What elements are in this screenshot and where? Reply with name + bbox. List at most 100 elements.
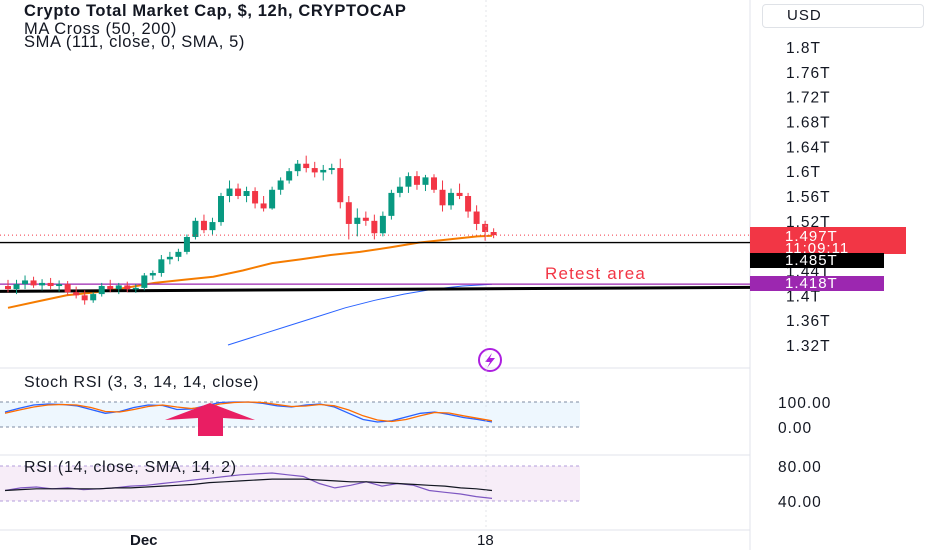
last-price-badge <box>750 227 906 254</box>
lightning-icon <box>478 348 502 372</box>
y-tick-label: 1.36T <box>786 313 831 330</box>
candle-body <box>439 189 446 206</box>
retest-price-badge <box>750 276 884 291</box>
candle-body <box>64 284 71 293</box>
candle-body <box>183 236 190 252</box>
candle-body <box>473 211 480 224</box>
candle-body <box>13 284 20 290</box>
candle <box>22 275 29 290</box>
candle-body <box>431 177 437 190</box>
candle-body <box>243 191 250 196</box>
candle-body <box>22 280 29 285</box>
candle-body <box>286 171 293 181</box>
candle <box>277 177 284 195</box>
ma-cross-line <box>7 234 493 309</box>
candle-body <box>124 285 131 290</box>
candle-body <box>456 192 463 196</box>
candle-body <box>379 215 386 234</box>
candle <box>362 211 369 226</box>
candle-body <box>303 163 310 169</box>
candle-body <box>132 287 139 290</box>
trend-line <box>0 285 751 293</box>
candle-body <box>388 192 395 216</box>
candle <box>39 279 46 291</box>
candle <box>90 292 97 303</box>
candle <box>465 192 472 218</box>
candle-body <box>166 256 173 260</box>
candle-body <box>328 168 335 170</box>
candle <box>379 211 386 237</box>
candle-body <box>47 282 54 287</box>
candle-body <box>149 272 156 276</box>
up-arrow-icon <box>165 403 255 436</box>
y-tick-label: 1.4T <box>786 288 821 305</box>
candle-body <box>81 295 88 301</box>
candle <box>218 192 224 226</box>
candle-body <box>448 192 455 206</box>
candle <box>354 208 361 237</box>
candle <box>115 282 122 295</box>
y-tick-label: 1.68T <box>786 115 831 132</box>
candle <box>490 228 497 239</box>
candle <box>311 161 318 178</box>
candle-body <box>192 220 199 237</box>
candle <box>431 174 437 193</box>
candle <box>132 284 139 293</box>
candle-body <box>252 191 259 204</box>
stoch-rsi-title[interactable]: Stoch RSI (3, 3, 14, 14, close) <box>24 374 260 391</box>
candle-body <box>200 220 207 231</box>
candle <box>473 205 480 231</box>
candle <box>320 164 327 181</box>
candle-body <box>413 176 420 185</box>
y-tick-label: 1.8T <box>786 40 821 57</box>
rsi-band <box>0 466 580 501</box>
candle-body <box>218 196 224 223</box>
retest-area-annotation: Retest area <box>545 264 646 283</box>
candle <box>482 220 489 241</box>
lightning-glyph <box>485 353 495 368</box>
currency-button[interactable]: USD <box>762 4 924 28</box>
candle <box>158 254 165 277</box>
candle <box>294 159 301 177</box>
candle <box>64 281 71 296</box>
rsi-title[interactable]: RSI (14, close, SMA, 14, 2) <box>24 459 237 476</box>
sma-111-line <box>227 283 493 346</box>
y-tick-label: 1.6T <box>786 164 821 181</box>
candle <box>192 217 199 240</box>
candle <box>422 174 429 192</box>
candle <box>56 280 63 292</box>
candle <box>269 186 276 210</box>
candle-body <box>396 186 403 193</box>
candle <box>252 187 259 209</box>
sma-indicator-label[interactable]: SMA (111, close, 0, SMA, 5) <box>24 33 245 51</box>
x-tick-label: 18 <box>477 532 494 549</box>
support-price-badge <box>750 253 884 268</box>
retest-price-value: 1.418T <box>785 275 838 292</box>
stoch-y-tick: 100.00 <box>778 395 831 412</box>
ma-cross-indicator-label[interactable]: MA Cross (50, 200) <box>24 20 177 38</box>
candle <box>124 281 131 293</box>
candle-body <box>235 188 242 196</box>
y-tick-label: 1.72T <box>786 90 831 107</box>
candle-body <box>371 220 378 234</box>
candle-body <box>337 168 344 203</box>
candle <box>235 183 242 200</box>
rsi-y-tick: 40.00 <box>778 494 822 511</box>
candle <box>73 286 80 299</box>
candle <box>303 155 310 173</box>
candle <box>141 272 148 291</box>
stoch-y-tick: 0.00 <box>778 420 812 437</box>
candle <box>13 279 20 295</box>
candle <box>439 180 446 212</box>
candle <box>107 279 114 293</box>
candle <box>243 186 250 203</box>
chart-title: Crypto Total Market Cap, $, 12h, CRYPTOC… <box>24 2 407 20</box>
candle <box>345 196 352 240</box>
candle-body <box>362 217 369 221</box>
candle <box>286 168 293 184</box>
candle-body <box>107 286 114 290</box>
candle <box>413 171 420 190</box>
stoch-series-line <box>4 401 493 423</box>
candle <box>200 214 207 234</box>
